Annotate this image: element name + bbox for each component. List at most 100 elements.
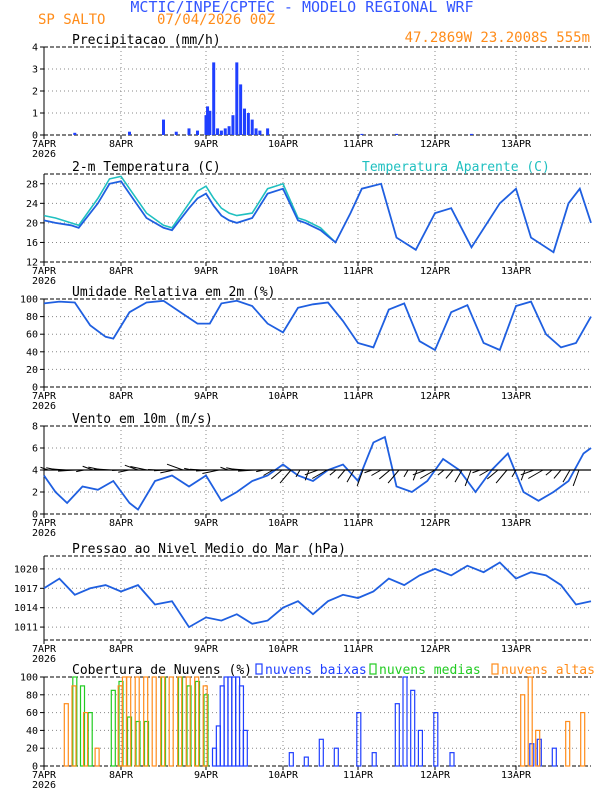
y-tick-label: 0: [32, 131, 38, 142]
y-tick-label: 0: [32, 762, 38, 773]
cloud-bar: [303, 756, 309, 767]
wind-arrow: [387, 469, 400, 484]
cloud-bar: [117, 685, 123, 767]
x-tick-label: 7APR: [32, 391, 57, 402]
wind-arrow: [329, 469, 337, 476]
clouds-title: Cobertura de Nuvens (%): [72, 663, 252, 678]
wind-arrow: [312, 469, 328, 479]
temp-panel: 7APR 8APR 9APR 10APR 11APR 12APR 13APR 2026 12 16…: [26, 160, 592, 287]
wind-arrow: [356, 469, 364, 487]
y-tick-label: 1017: [14, 584, 38, 595]
cloud-bar: [318, 738, 324, 767]
wind-panel: 7APR 8APR 9APR 10APR 11APR 12APR 13APR 2026 0 2 4 6…: [32, 412, 592, 539]
cloud-bar: [535, 729, 541, 767]
humidity-title: Umidade Relativa em 2m (%): [72, 285, 276, 300]
legend-label: nuvens baixas: [265, 663, 367, 678]
y-tick-label: 40: [26, 347, 38, 358]
wind-arrow: [486, 469, 499, 480]
cloud-bar: [242, 729, 248, 767]
station-label: SP SALTO: [38, 12, 105, 28]
cloud-bar: [185, 676, 191, 767]
wind-arrow: [528, 469, 544, 479]
x-tick-label: 8APR: [109, 266, 134, 277]
x-tick-label: 9APR: [194, 644, 219, 655]
precip-bar: [239, 84, 243, 135]
series-line: [43, 435, 592, 511]
cloud-bar: [449, 752, 455, 767]
x-tick-label: 11APR: [343, 644, 374, 655]
x-year-label: 2026: [32, 654, 56, 665]
x-tick-label: 11APR: [343, 391, 374, 402]
series-line: [43, 561, 592, 629]
legend-swatch: [255, 663, 263, 675]
x-tick-label: 13APR: [501, 518, 532, 529]
x-tick-label: 9APR: [194, 518, 219, 529]
cloud-bar: [110, 689, 116, 767]
precip-bar: [243, 108, 246, 135]
x-tick-label: 11APR: [343, 770, 374, 781]
x-tick-label: 10APR: [268, 644, 299, 655]
pressure-title: Pressao ao Nivel Medio do Mar (hPa): [72, 542, 346, 557]
x-tick-label: 13APR: [501, 266, 532, 277]
cloud-bar: [527, 676, 533, 767]
x-tick-label: 7APR: [32, 518, 57, 529]
precip-bar: [73, 132, 77, 135]
wind-arrow: [420, 469, 436, 479]
wind-arrow: [270, 469, 283, 480]
temp-title: 2-m Temperatura (C): [72, 160, 221, 175]
wind-arrow: [520, 469, 535, 476]
cloud-bar: [580, 711, 586, 767]
x-tick-label: 8APR: [109, 770, 134, 781]
wind-arrow: [562, 469, 571, 483]
cloud-bar: [79, 685, 86, 767]
x-tick-label: 8APR: [109, 391, 134, 402]
precip-bar: [212, 62, 216, 135]
precip-bar: [246, 113, 250, 135]
wind-arrow: [371, 469, 382, 476]
x-tick-label: 10APR: [268, 770, 299, 781]
cloud-bar: [394, 703, 400, 767]
x-tick-label: 9APR: [194, 139, 219, 150]
x-year-label: 2026: [32, 780, 56, 791]
x-tick-label: 10APR: [268, 266, 299, 277]
cloud-bar: [134, 676, 140, 767]
wind-arrow: [479, 469, 490, 476]
x-tick-label: 13APR: [501, 644, 532, 655]
x-tick-label: 12APR: [420, 644, 451, 655]
precip-bar: [235, 62, 239, 135]
wind-arrow: [520, 469, 526, 481]
x-tick-label: 9APR: [194, 391, 219, 402]
precip-bar: [206, 106, 210, 135]
cloud-bar: [94, 747, 100, 767]
precip-bar: [204, 115, 208, 135]
precip-bar: [223, 128, 227, 135]
cloud-bar: [356, 711, 362, 767]
y-tick-label: 100: [20, 295, 38, 306]
wind-arrow: [295, 469, 301, 478]
wind-arrow: [454, 469, 463, 483]
cloud-bar: [87, 711, 93, 767]
series-line: [43, 180, 592, 254]
y-tick-label: 80: [26, 312, 38, 323]
station-coords: 47.2869W 23.2008S 555m: [405, 30, 590, 46]
precip-bar: [469, 133, 473, 135]
legend-label: nuvens altas: [501, 663, 595, 678]
y-tick-label: 80: [26, 690, 38, 701]
wind-arrow: [378, 469, 391, 480]
y-tick-label: 28: [26, 179, 38, 190]
cloud-bar: [410, 689, 416, 767]
cloud-bar: [433, 711, 439, 767]
x-tick-label: 11APR: [343, 266, 374, 277]
y-tick-label: 4: [32, 466, 38, 477]
precip-bar: [128, 131, 131, 135]
wind-arrow: [263, 469, 274, 476]
x-tick-label: 7APR: [32, 139, 57, 150]
cloud-bar: [71, 685, 77, 767]
x-year-label: 2026: [32, 528, 56, 539]
x-year-label: 2026: [32, 276, 56, 287]
x-tick-label: 10APR: [268, 391, 299, 402]
x-tick-label: 8APR: [109, 644, 134, 655]
x-tick-label: 10APR: [268, 139, 299, 150]
y-tick-label: 20: [26, 744, 38, 755]
cloud-bar: [82, 711, 89, 767]
